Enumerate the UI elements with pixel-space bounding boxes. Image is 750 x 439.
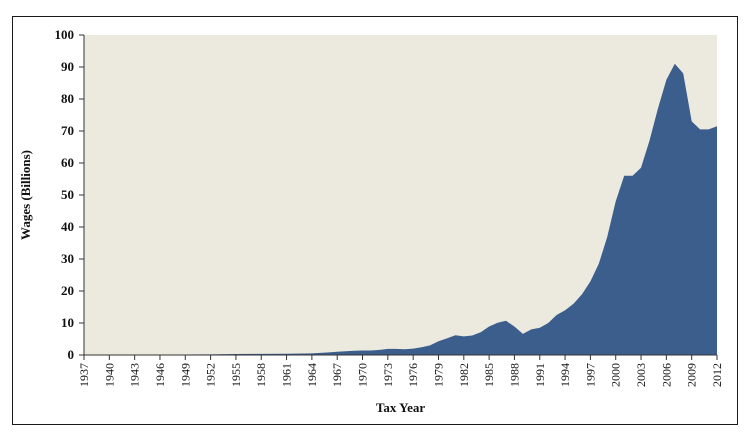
x-tick-label: 1949: [178, 363, 192, 387]
x-tick-label: 1937: [77, 363, 91, 387]
x-tick-label: 1970: [356, 363, 370, 387]
x-tick-label: 1952: [204, 363, 218, 387]
x-tick-label: 1994: [558, 363, 572, 387]
y-tick-label: 60: [61, 155, 74, 170]
x-axis-label: Tax Year: [376, 400, 425, 415]
y-tick-label: 80: [61, 91, 74, 106]
y-tick-label: 0: [68, 347, 75, 362]
x-tick-label: 1955: [229, 363, 243, 387]
y-tick-label: 30: [61, 251, 74, 266]
y-ticks: 0 10 20 30 40 50 60 70 80 90 100: [55, 27, 84, 362]
x-tick-label: 1997: [583, 363, 597, 387]
x-tick-label: 1973: [381, 363, 395, 387]
x-tick-label: 1982: [457, 363, 471, 387]
y-tick-label: 20: [61, 283, 74, 298]
x-tick-label: 1967: [330, 363, 344, 387]
y-tick-label: 100: [55, 27, 75, 42]
x-tick-label: 1961: [280, 363, 294, 387]
y-tick-label: 10: [61, 315, 74, 330]
x-tick-label: 1943: [128, 363, 142, 387]
y-tick-label: 40: [61, 219, 74, 234]
x-tick-label: 2000: [609, 363, 623, 387]
x-tick-label: 1991: [533, 363, 547, 387]
y-tick-label: 50: [61, 187, 74, 202]
y-axis-label: Wages (Billions): [18, 150, 33, 240]
x-tick-label: 1940: [102, 363, 116, 387]
x-tick-label: 1979: [431, 363, 445, 387]
x-tick-label: 1976: [406, 363, 420, 387]
x-ticks: 1937 1940 1943 1946 1949 1952 1955 1958 1961 1964…: [77, 355, 724, 387]
x-tick-label: 1946: [153, 363, 167, 387]
x-tick-label: 2009: [685, 363, 699, 387]
wages-area: [84, 63, 717, 356]
y-tick-label: 90: [61, 59, 74, 74]
x-tick-label: 1964: [305, 363, 319, 387]
x-tick-label: 1985: [482, 363, 496, 387]
x-tick-label: 1958: [254, 363, 268, 387]
x-tick-label: 2006: [659, 363, 673, 387]
x-tick-label: 2003: [634, 363, 648, 387]
x-tick-label: 2012: [710, 363, 724, 387]
y-tick-label: 70: [61, 123, 74, 138]
x-tick-label: 1988: [507, 363, 521, 387]
